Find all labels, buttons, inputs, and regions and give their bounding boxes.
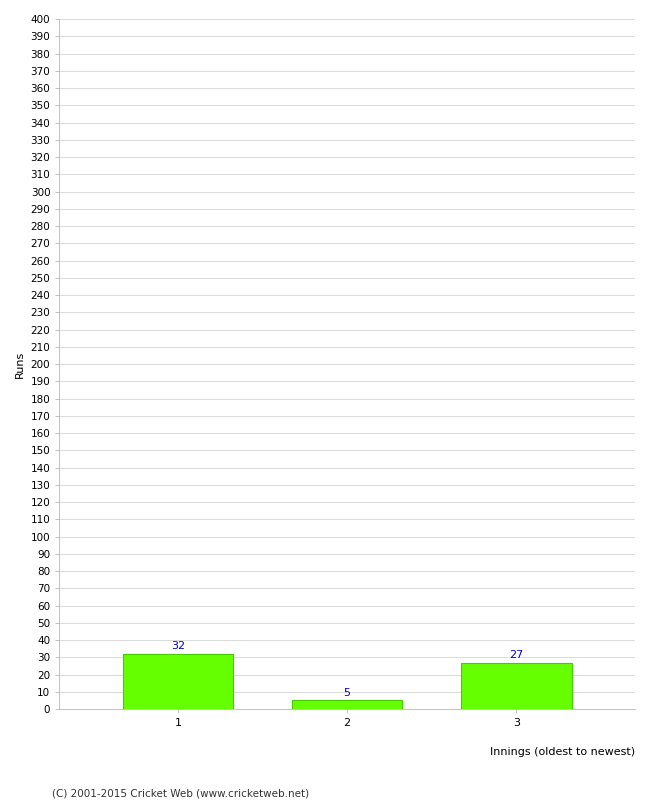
Bar xyxy=(292,701,402,709)
Y-axis label: Runs: Runs xyxy=(15,350,25,378)
Text: 5: 5 xyxy=(344,688,350,698)
Text: Innings (oldest to newest): Innings (oldest to newest) xyxy=(490,747,635,757)
Text: 27: 27 xyxy=(510,650,524,660)
Text: 32: 32 xyxy=(171,642,185,651)
Bar xyxy=(462,662,571,709)
Text: (C) 2001-2015 Cricket Web (www.cricketweb.net): (C) 2001-2015 Cricket Web (www.cricketwe… xyxy=(52,788,309,798)
Bar xyxy=(123,654,233,709)
